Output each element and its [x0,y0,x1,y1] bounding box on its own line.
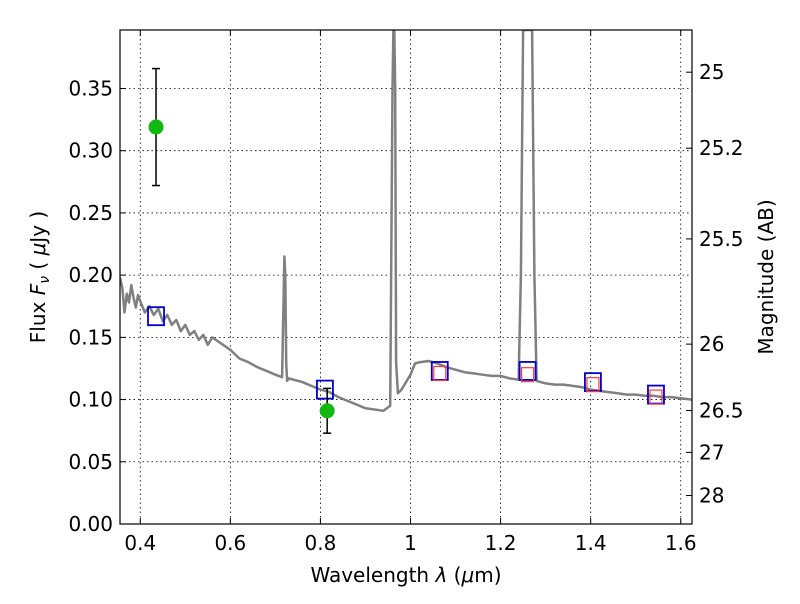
model-spectrum-line [120,30,692,413]
model-photometry-square [518,361,537,381]
y2-tick-label: 25 [699,60,724,84]
x-tick-label: 1.4 [575,531,607,555]
observed-point [148,119,164,135]
observed-photometry-square [649,389,663,405]
x-axis-unit: μ [460,563,474,587]
observed-point [319,403,335,419]
y2-tick-label: 25.2 [699,136,744,160]
y2-tick-label: 28 [699,483,724,507]
x-tick-label: 1.2 [485,531,517,555]
x-axis-label: Wavelength λ (μm) [310,563,501,587]
observed-photometry-square [521,367,535,383]
y-tick-label: 0.30 [68,139,113,163]
x-tick-label: 0.4 [124,531,156,555]
y-tick-label: 0.10 [68,388,113,412]
x-tick-label: 1.6 [665,531,697,555]
model-photometry-square [147,306,165,327]
y-axis-label: Flux Fν ( μJy ) [26,211,53,343]
data-layer [120,30,692,434]
observed-photometry-square [586,377,600,393]
model-photometry-square [316,379,334,400]
y2-tick-label: 26 [699,332,724,356]
y-tick-label: 0.15 [68,325,113,349]
y2-tick-label: 26.5 [699,399,744,423]
plot-background [120,30,692,524]
x-tick-label: 0.6 [214,531,246,555]
y-tick-label: 0.05 [68,450,113,474]
observed-photometry-square [433,365,447,382]
y2-axis-label: Magnitude (AB) [754,199,778,354]
y2-tick-label: 25.5 [699,227,744,251]
y-tick-label: 0.20 [68,263,113,287]
x-axis-symbol: λ [434,563,447,587]
y-tick-label: 0.35 [68,76,113,100]
y2-tick-label: 27 [699,440,724,464]
x-tick-label: 0.8 [305,531,337,555]
y-tick-label: 0.25 [68,201,113,225]
x-tick-label: 1 [404,531,417,555]
plot-frame [119,29,693,525]
y-tick-label: 0.00 [68,512,113,536]
ticks: 0.4 0.6 0.8 1 1.2 1.4 1.6 0.00 0.05 0.10 0.15 0.20 0… [68,30,744,555]
